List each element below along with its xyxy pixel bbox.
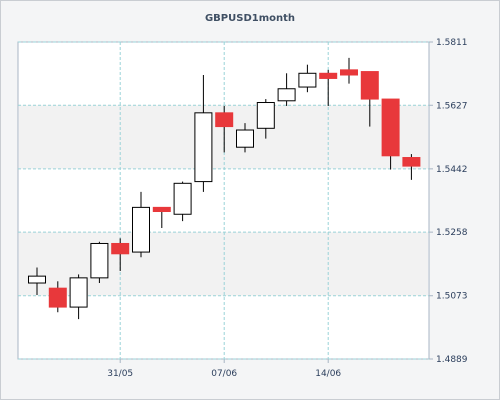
candle [173, 181, 192, 222]
candle-body-down [381, 98, 400, 157]
candle-body-up [298, 72, 317, 88]
candle-body-down [340, 69, 358, 76]
candle [236, 123, 254, 153]
x-tick-label: 14/06 [315, 369, 341, 379]
candle-body-up [277, 88, 296, 102]
y-tick-label: 1.5073 [436, 292, 468, 302]
x-tick-label: 07/06 [211, 369, 237, 379]
candle [402, 154, 421, 180]
candle-body-down [111, 242, 130, 255]
candle [215, 105, 234, 153]
candle [298, 64, 317, 93]
candle [381, 98, 400, 170]
candle [132, 191, 150, 258]
candle [90, 241, 109, 284]
candle [340, 57, 358, 84]
candle-body-down [152, 206, 171, 213]
y-tick-label: 1.5258 [436, 228, 468, 238]
candle [28, 267, 46, 296]
candle-body-up [236, 129, 254, 148]
candle [152, 206, 171, 229]
candle-body-down [215, 112, 234, 128]
candle-body-down [402, 157, 421, 167]
y-tick-label: 1.4889 [436, 355, 468, 365]
candle-body-up [90, 242, 109, 279]
candle [319, 69, 338, 106]
candle-body-up [194, 112, 213, 183]
y-tick-label: 1.5811 [436, 38, 468, 48]
candles [28, 57, 421, 320]
candle [256, 99, 275, 139]
x-axis: 31/05 07/06 14/06 [107, 359, 341, 379]
y-tick-label: 1.5442 [436, 165, 468, 175]
chart-title: GBPUSD1month [205, 13, 295, 24]
candle [360, 71, 379, 127]
candle [194, 75, 213, 192]
candle-body-up [132, 206, 150, 253]
candle [48, 281, 67, 313]
y-axis: 1.5811 1.5627 1.5442 1.5258 1.5073 1.4889 [429, 38, 468, 365]
candle-body-up [69, 277, 88, 308]
candle-body-down [48, 287, 67, 308]
candle [277, 73, 296, 106]
candle-body-up [256, 102, 275, 129]
y-tick-label: 1.5627 [436, 101, 468, 111]
candle-body-up [173, 182, 192, 215]
candle [111, 238, 130, 271]
candle-body-down [319, 72, 338, 79]
candle-body-down [360, 71, 379, 100]
x-tick-label: 31/05 [107, 369, 133, 379]
candle-body-up [28, 275, 46, 284]
candle [69, 274, 88, 320]
